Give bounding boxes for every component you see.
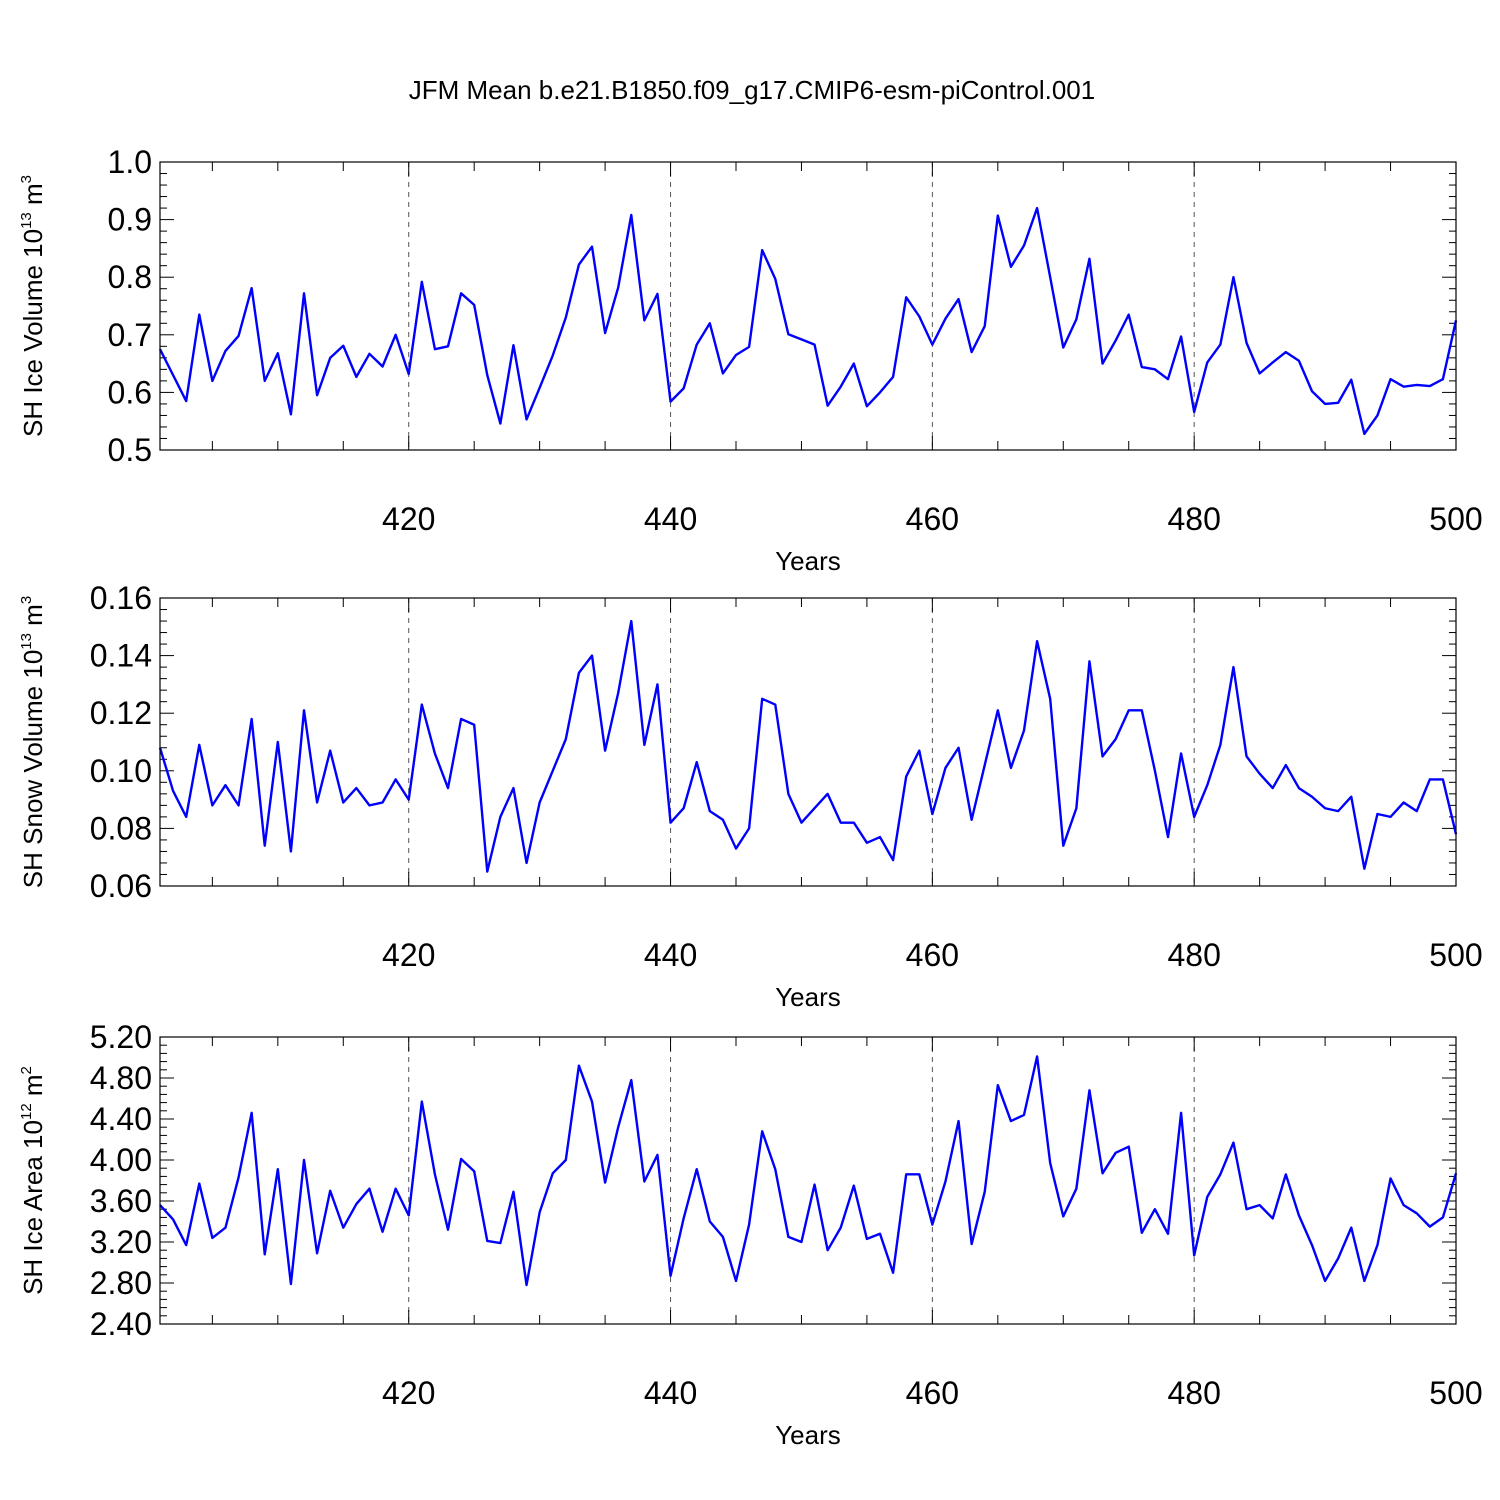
x-tick-label: 440 <box>644 1375 697 1411</box>
x-tick-label: 460 <box>906 937 959 973</box>
y-tick-label: 3.20 <box>90 1224 152 1260</box>
y-axis-label-ylabel-unit-exp: 2 <box>18 1066 35 1074</box>
y-tick-label: 2.80 <box>90 1265 152 1301</box>
y-tick-label: 0.6 <box>108 374 152 410</box>
series-line <box>158 619 1458 873</box>
x-tick-label: 440 <box>644 501 697 537</box>
y-axis-label: SH Ice Area 1012 m2 <box>18 1066 48 1295</box>
y-tick-label: 0.12 <box>90 695 152 731</box>
y-tick-label: 1.0 <box>108 144 152 180</box>
x-tick-label: 460 <box>906 501 959 537</box>
y-tick-label: 3.60 <box>90 1183 152 1219</box>
y-tick-label: 4.40 <box>90 1101 152 1137</box>
panel-3: 2.40 2.80 3.20 3.60 4.00 4.40 4.80 5.20 420 440 46… <box>18 1019 1483 1450</box>
y-axis-label: SH Snow Volume 1013 m3 <box>18 596 48 888</box>
x-tick-label: 500 <box>1429 1375 1482 1411</box>
plot-frame <box>159 1036 1457 1325</box>
y-axis-label-ylabel-unit: m <box>18 1074 48 1103</box>
x-axis-label: Years <box>775 1420 841 1450</box>
plot-frame <box>159 597 1457 887</box>
y-axis-label-ylabel-main: SH Snow Volume 10 <box>18 650 48 888</box>
series-line <box>159 1055 1458 1287</box>
x-tick-label: 480 <box>1167 501 1220 537</box>
y-tick-label: 0.9 <box>108 202 152 238</box>
x-tick-label: 500 <box>1429 937 1482 973</box>
x-tick-label: 460 <box>906 1375 959 1411</box>
y-axis-label-ylabel-unit: m <box>18 604 48 633</box>
x-axis-label: Years <box>775 982 841 1012</box>
y-tick-label: 0.5 <box>108 432 152 468</box>
x-axis-label: Years <box>775 546 841 576</box>
x-tick-label: 420 <box>382 1375 435 1411</box>
y-axis-label-ylabel-unit-exp: 3 <box>18 596 35 604</box>
y-tick-label: 2.40 <box>90 1306 152 1342</box>
y-axis-label-ylabel-exp: 12 <box>18 1103 35 1120</box>
y-tick-label: 0.16 <box>90 580 152 616</box>
y-axis-label-ylabel-unit: m <box>18 183 48 212</box>
x-tick-label: 500 <box>1429 501 1482 537</box>
y-tick-label: 4.80 <box>90 1060 152 1096</box>
series-line <box>158 206 1458 436</box>
panel-2: 0.06 0.08 0.10 0.12 0.14 0.16 420 440 460 480 500 Y… <box>18 580 1483 1012</box>
y-tick-label: 4.00 <box>90 1142 152 1178</box>
y-tick-label: 5.20 <box>90 1019 152 1055</box>
x-tick-label: 440 <box>644 937 697 973</box>
y-tick-label: 0.06 <box>90 868 152 904</box>
y-tick-label: 0.14 <box>90 638 152 674</box>
y-axis-label: SH Ice Volume 1013 m3 <box>18 175 48 437</box>
y-tick-label: 0.7 <box>108 317 152 353</box>
x-tick-label: 480 <box>1167 937 1220 973</box>
x-tick-label: 480 <box>1167 1375 1220 1411</box>
x-tick-label: 420 <box>382 501 435 537</box>
x-tick-label: 420 <box>382 937 435 973</box>
y-tick-label: 0.8 <box>108 259 152 295</box>
plot-frame <box>159 161 1457 451</box>
y-axis-label-ylabel-exp: 13 <box>18 212 35 229</box>
y-axis-label-ylabel-exp: 13 <box>18 633 35 650</box>
figure-title: JFM Mean b.e21.B1850.f09_g17.CMIP6-esm-p… <box>409 75 1095 105</box>
y-axis-label-ylabel-unit-exp: 3 <box>18 175 35 183</box>
y-tick-label: 0.10 <box>90 753 152 789</box>
y-axis-label-ylabel-main: SH Ice Volume 10 <box>18 229 48 437</box>
y-axis-label-ylabel-main: SH Ice Area 10 <box>18 1120 48 1295</box>
y-tick-label: 0.08 <box>90 810 152 846</box>
panel-1: 0.5 0.6 0.7 0.8 0.9 1.0 420 440 460 480 500 Years SH… <box>18 144 1483 576</box>
